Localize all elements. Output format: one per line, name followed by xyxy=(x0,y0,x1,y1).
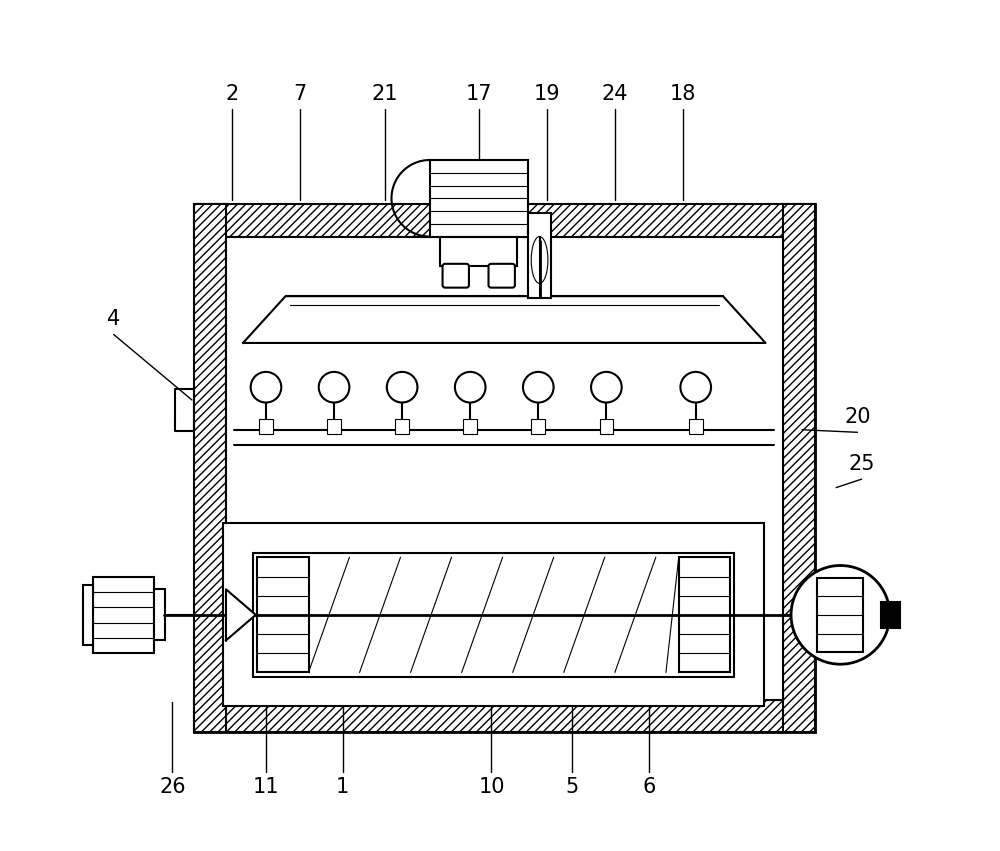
Circle shape xyxy=(680,372,711,403)
Bar xyxy=(93,577,154,654)
Bar xyxy=(463,419,477,434)
Circle shape xyxy=(523,372,554,403)
Bar xyxy=(395,419,409,434)
Bar xyxy=(194,204,226,732)
Text: 18: 18 xyxy=(670,83,696,104)
Text: 17: 17 xyxy=(465,83,492,104)
Bar xyxy=(223,523,764,706)
Bar xyxy=(689,419,703,434)
Bar xyxy=(440,237,517,266)
Bar xyxy=(783,204,815,732)
Circle shape xyxy=(591,372,622,403)
Circle shape xyxy=(791,565,890,664)
Bar xyxy=(430,160,528,237)
Bar xyxy=(327,419,341,434)
Text: 24: 24 xyxy=(602,83,628,104)
Bar xyxy=(531,419,545,434)
Bar xyxy=(194,700,815,732)
Text: 21: 21 xyxy=(372,83,398,104)
Bar xyxy=(257,557,309,672)
Text: 4: 4 xyxy=(107,309,120,329)
Circle shape xyxy=(251,372,281,403)
Polygon shape xyxy=(226,589,256,640)
Text: 26: 26 xyxy=(159,777,186,797)
Bar xyxy=(881,603,900,628)
Text: 25: 25 xyxy=(848,454,875,474)
FancyBboxPatch shape xyxy=(443,264,469,288)
Text: 20: 20 xyxy=(844,407,871,427)
Text: 7: 7 xyxy=(293,83,307,104)
Bar xyxy=(259,419,273,434)
Bar xyxy=(528,214,551,299)
Text: 5: 5 xyxy=(566,777,579,797)
Text: 1: 1 xyxy=(336,777,349,797)
Bar xyxy=(83,585,93,645)
Bar xyxy=(154,589,165,640)
Circle shape xyxy=(319,372,349,403)
Bar xyxy=(817,578,863,652)
Text: 11: 11 xyxy=(253,777,279,797)
Text: 2: 2 xyxy=(225,83,239,104)
Bar xyxy=(226,237,783,700)
FancyBboxPatch shape xyxy=(489,264,515,288)
Bar xyxy=(194,204,815,237)
Bar xyxy=(600,419,613,434)
Circle shape xyxy=(455,372,486,403)
Circle shape xyxy=(387,372,417,403)
Text: 6: 6 xyxy=(642,777,656,797)
Bar xyxy=(679,557,730,672)
Ellipse shape xyxy=(531,237,548,283)
Text: 10: 10 xyxy=(478,777,505,797)
Text: 19: 19 xyxy=(533,83,560,104)
Bar xyxy=(194,204,815,732)
